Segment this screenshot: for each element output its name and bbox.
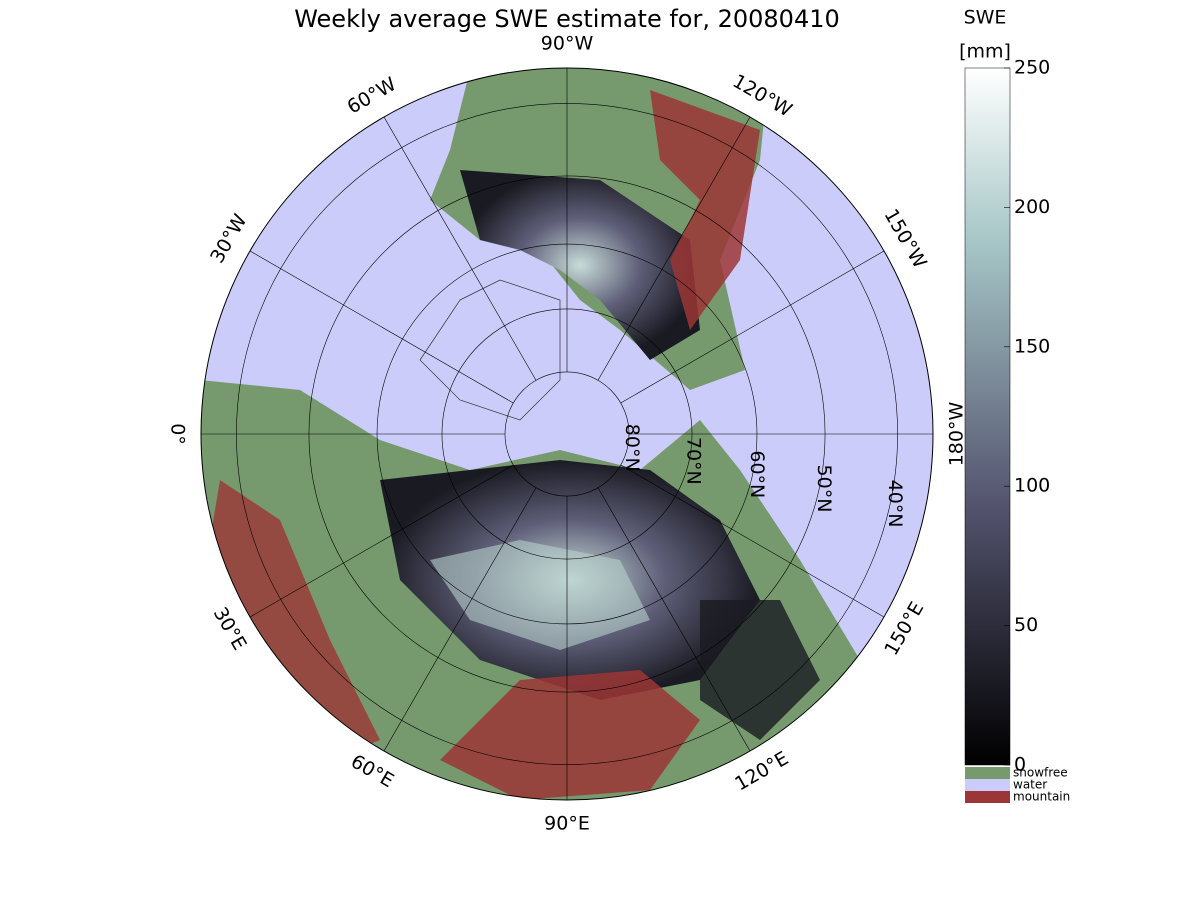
legend-swatch [965, 767, 1010, 779]
legend-label: water [1013, 778, 1047, 792]
meridian [383, 116, 537, 381]
longitude-label: 60°E [347, 750, 398, 792]
meridian [597, 116, 751, 381]
colorbar-tick-label: 150 [1014, 335, 1050, 357]
latitude-label: 80°N [621, 424, 643, 472]
legend-swatch [965, 779, 1010, 791]
longitude-label: 0° [167, 423, 189, 445]
map-title: Weekly average SWE estimate for, 2008041… [294, 5, 840, 33]
legend-label: mountain [1013, 790, 1070, 804]
legend-swatch [965, 791, 1010, 803]
colorbar-tick-label: 200 [1014, 196, 1050, 218]
longitude-label: 180°W [946, 402, 968, 467]
legend-label: snowfree [1013, 766, 1068, 780]
map-disc [201, 68, 933, 800]
longitude-label: 30°E [209, 603, 251, 654]
longitude-label: 90°W [541, 33, 594, 55]
latitude-label: 60°N [746, 450, 768, 498]
meridian [597, 487, 751, 752]
meridian [620, 464, 885, 618]
colorbar-tick-label: 100 [1014, 475, 1050, 497]
colorbar-tick-label: 0 [1014, 754, 1026, 776]
latitude-label: 70°N [683, 437, 705, 485]
colorbar-tick-label: 50 [1014, 614, 1038, 636]
meridian [620, 250, 885, 404]
meridian [249, 464, 514, 618]
longitude-label: 90°E [544, 813, 590, 835]
latitude-label: 50°N [813, 465, 835, 513]
colorbar-tick-label: 250 [1014, 57, 1050, 79]
colorbar-unit: [mm] [959, 41, 1011, 63]
colorbar [964, 67, 1011, 766]
latitude-label: 40°N [884, 480, 906, 528]
meridian [249, 250, 514, 404]
colorbar-title: SWE [964, 7, 1007, 29]
longitude-label: 60°W [344, 73, 401, 118]
meridian [383, 487, 537, 752]
longitude-label: 30°W [206, 210, 251, 267]
